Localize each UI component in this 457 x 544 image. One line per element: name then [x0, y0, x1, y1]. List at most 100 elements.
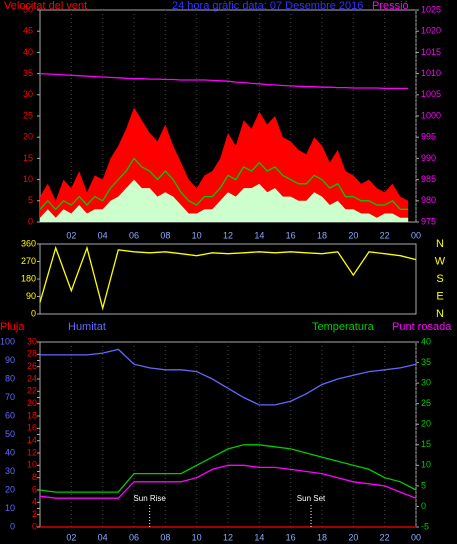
- compass-label: N: [436, 308, 444, 320]
- compass-label: N: [436, 238, 444, 250]
- legend-label: Humitat: [68, 321, 106, 333]
- y-tick-label: 15: [23, 153, 33, 163]
- y-tick-label: 20: [23, 132, 33, 142]
- y-tick-label: 35: [23, 68, 33, 78]
- y-tick-label: 12: [27, 447, 37, 457]
- wind-axis-label: Velocitat del vent: [4, 0, 87, 12]
- y-tick-label: 30: [421, 377, 431, 387]
- y-tick-label: 22: [27, 386, 37, 396]
- y-tick-label: 1010: [421, 68, 441, 78]
- annotation-label: Sun Rise: [133, 494, 166, 503]
- x-tick-label: 08: [160, 230, 170, 240]
- y-tick-label: 990: [421, 153, 436, 163]
- y-tick-label: 30: [27, 336, 37, 346]
- x-tick-label: 16: [286, 230, 296, 240]
- y-tick-label: 50: [5, 429, 15, 439]
- x-tick-label: 22: [380, 230, 390, 240]
- y-tick-label: 25: [23, 110, 33, 120]
- y-tick-label: 100: [0, 336, 15, 346]
- y-tick-label: 360: [21, 238, 36, 248]
- x-tick-label: 10: [192, 230, 202, 240]
- y-tick-label: 14: [27, 435, 37, 445]
- y-tick-label: 35: [421, 357, 431, 367]
- x-tick-label: 08: [160, 532, 170, 542]
- y-tick-label: 985: [421, 174, 436, 184]
- x-tick-label: 18: [317, 532, 327, 542]
- y-tick-label: 10: [27, 460, 37, 470]
- y-tick-label: 5: [421, 480, 426, 490]
- y-tick-label: 30: [5, 466, 15, 476]
- y-tick-label: 28: [27, 349, 37, 359]
- wind-area: [40, 179, 409, 222]
- y-tick-label: 4: [32, 497, 37, 507]
- y-tick-label: 40: [23, 47, 33, 57]
- y-tick-label: 70: [5, 392, 15, 402]
- y-tick-label: 30: [23, 89, 33, 99]
- y-tick-label: 5: [28, 195, 33, 205]
- annotation-label: Sun Set: [297, 494, 326, 503]
- y-tick-label: 180: [21, 273, 36, 283]
- y-tick-label: 1020: [421, 26, 441, 36]
- x-tick-label: 04: [98, 532, 108, 542]
- series-line: [39, 157, 409, 211]
- y-tick-label: 15: [421, 439, 431, 449]
- y-tick-label: 90: [5, 355, 15, 365]
- y-tick-label: 20: [421, 419, 431, 429]
- x-tick-label: 04: [98, 230, 108, 240]
- legend-label: Punt rosada: [392, 321, 452, 333]
- y-tick-label: 40: [5, 447, 15, 457]
- x-tick-label: 18: [317, 230, 327, 240]
- legend-label: Temperatura: [312, 321, 375, 333]
- y-tick-label: 0: [31, 308, 36, 318]
- y-tick-label: 1005: [421, 89, 441, 99]
- series-line: [39, 245, 417, 311]
- y-tick-label: 0: [10, 521, 15, 531]
- y-tick-label: 16: [27, 423, 37, 433]
- y-tick-label: 10: [23, 174, 33, 184]
- y-tick-label: 2: [32, 509, 37, 519]
- y-tick-label: 90: [26, 291, 36, 301]
- x-tick-label: 06: [129, 532, 139, 542]
- y-tick-label: 26: [27, 361, 37, 371]
- y-tick-label: 24: [27, 373, 37, 383]
- x-tick-label: 14: [254, 230, 264, 240]
- y-tick-label: 10: [421, 460, 431, 470]
- y-tick-label: 18: [27, 410, 37, 420]
- y-tick-label: 8: [32, 472, 37, 482]
- y-tick-label: 0: [28, 216, 33, 226]
- x-tick-label: 12: [223, 532, 233, 542]
- y-tick-label: 50: [23, 4, 33, 14]
- compass-label: W: [435, 255, 446, 267]
- y-tick-label: 60: [5, 410, 15, 420]
- x-tick-label: 12: [223, 230, 233, 240]
- chart-title: 24 hora gràfic data: 07 Desembre 2016: [172, 0, 363, 12]
- pressure-axis-label: Pressió: [372, 0, 409, 12]
- x-tick-label: 00: [411, 230, 421, 240]
- y-tick-label: 975: [421, 216, 436, 226]
- y-tick-label: 40: [421, 336, 431, 346]
- y-tick-label: 20: [5, 484, 15, 494]
- legend-label: Pluja: [0, 321, 25, 333]
- x-tick-label: 00: [411, 532, 421, 542]
- series-line: [39, 72, 409, 90]
- x-tick-label: 22: [380, 532, 390, 542]
- y-tick-label: 20: [27, 398, 37, 408]
- y-tick-label: 1025: [421, 4, 441, 14]
- y-tick-label: 980: [421, 195, 436, 205]
- y-tick-label: 0: [421, 501, 426, 511]
- x-tick-label: 02: [66, 230, 76, 240]
- y-tick-label: -5: [421, 521, 429, 531]
- x-tick-label: 16: [286, 532, 296, 542]
- series-line: [39, 444, 417, 493]
- y-tick-label: 25: [421, 398, 431, 408]
- y-tick-label: 45: [23, 26, 33, 36]
- y-tick-label: 1015: [421, 47, 441, 57]
- x-tick-label: 20: [348, 230, 358, 240]
- y-tick-label: 10: [5, 503, 15, 513]
- series-line: [39, 464, 417, 499]
- compass-label: S: [436, 273, 443, 285]
- y-tick-label: 270: [21, 256, 36, 266]
- y-tick-label: 995: [421, 132, 436, 142]
- x-tick-label: 14: [254, 532, 264, 542]
